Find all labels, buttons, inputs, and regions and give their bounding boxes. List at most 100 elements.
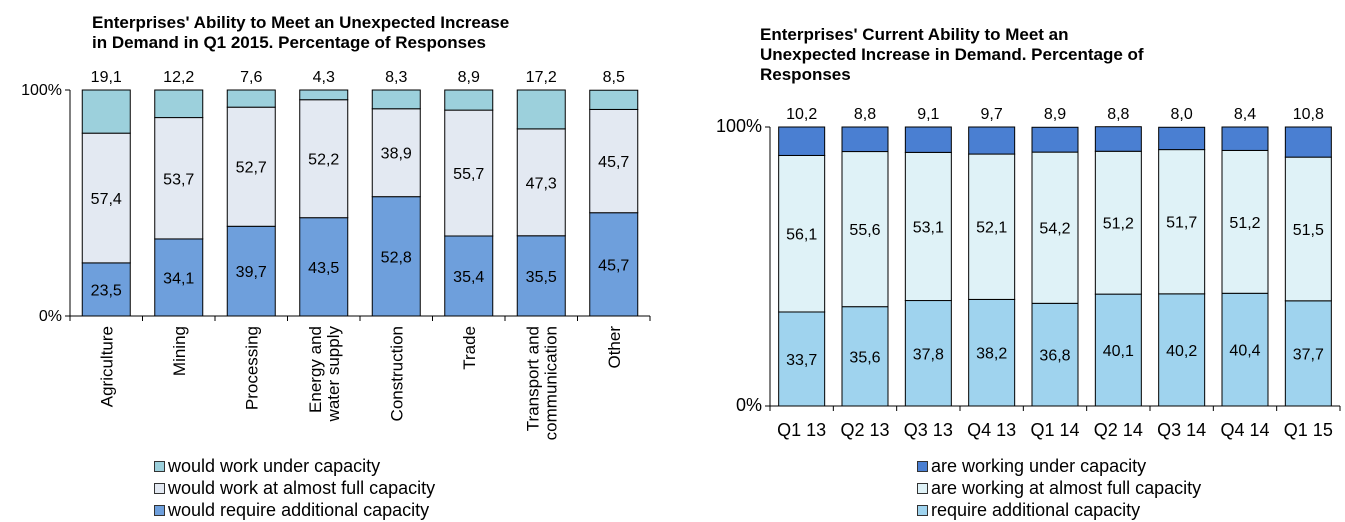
bar-segment <box>589 108 639 214</box>
bar-segment <box>841 126 889 153</box>
x-tick-label: Q1 13 <box>777 420 826 440</box>
data-label: 35,4 <box>453 269 484 286</box>
data-label: 9,7 <box>981 106 1003 123</box>
legend-label: would require additional capacity <box>168 500 430 520</box>
data-label: 37,7 <box>1293 346 1324 363</box>
data-label: 56,1 <box>786 227 817 244</box>
x-tick-label: Other <box>605 326 624 369</box>
data-label: 57,4 <box>91 191 122 208</box>
data-label: 4,3 <box>313 69 335 86</box>
bar-segment <box>1158 126 1206 151</box>
bar-segment <box>1094 150 1142 295</box>
data-label: 8,9 <box>1044 106 1066 123</box>
data-label: 8,9 <box>458 69 480 86</box>
legend-label: would work under capacity <box>168 456 381 476</box>
data-label: 33,7 <box>786 352 817 369</box>
bar-segment <box>904 300 952 407</box>
data-label: 36,8 <box>1039 348 1070 365</box>
data-label: 43,5 <box>308 260 339 277</box>
bar-segment <box>444 89 494 111</box>
chart-plot: 0% 100% 33,7 56,1 10,2 Q1 13 35,6 55,6 8,8 Q2 13 3… <box>716 106 1341 440</box>
bar-segment <box>778 154 826 313</box>
chart-right: Enterprises' Current Ability to Meet an … <box>680 0 1345 522</box>
bar-segment <box>444 109 494 237</box>
data-label: 8,5 <box>603 69 625 86</box>
data-label: 51,2 <box>1229 215 1260 232</box>
bar-segment <box>226 89 276 108</box>
x-tick-label: Q3 13 <box>904 420 953 440</box>
data-label: 7,6 <box>240 69 262 86</box>
data-label: 37,8 <box>913 346 944 363</box>
bar-segment <box>154 117 204 240</box>
legend-item: would work under capacity <box>154 455 435 477</box>
bar-segment <box>589 89 639 110</box>
bar-segment <box>1158 149 1206 295</box>
legend-swatch <box>154 460 165 472</box>
legend-item: are working at almost full capacity <box>917 477 1201 499</box>
legend-label: require additional capacity <box>931 500 1141 520</box>
bar-segment <box>299 99 349 219</box>
legend-label: would work at almost full capacity <box>168 478 436 498</box>
data-label: 45,7 <box>598 154 629 171</box>
legend: are working under capacity are working a… <box>917 455 1201 521</box>
legend-swatch <box>154 482 165 494</box>
data-label: 40,1 <box>1103 343 1134 360</box>
bar-segment <box>516 235 566 317</box>
legend-item: are working under capacity <box>917 455 1201 477</box>
data-label: 38,2 <box>976 346 1007 363</box>
bar-segment <box>1094 293 1142 407</box>
legend-item: would require additional capacity <box>154 499 435 521</box>
bar-segment <box>778 311 826 407</box>
data-label: 53,7 <box>163 171 194 188</box>
x-tick-label: Q4 14 <box>1220 420 1269 440</box>
data-label: 54,2 <box>1039 221 1070 238</box>
data-label: 45,7 <box>598 257 629 274</box>
x-tick-label: Trade <box>460 326 479 370</box>
chart-left: Enterprises' Ability to Meet an Unexpect… <box>0 0 670 522</box>
chart-title: Enterprises' Current Ability to Meet an … <box>760 25 1144 84</box>
data-label: 51,7 <box>1166 215 1197 232</box>
bar-segment <box>81 262 131 317</box>
chart-title: Enterprises' Ability to Meet an Unexpect… <box>92 13 510 52</box>
x-tick-label: Processing <box>242 326 261 410</box>
data-label: 8,3 <box>385 69 407 86</box>
bar-segment <box>968 298 1016 407</box>
legend-item: would work at almost full capacity <box>154 477 435 499</box>
data-label: 8,4 <box>1234 106 1256 123</box>
bar-segment <box>841 151 889 308</box>
data-label: 51,5 <box>1293 222 1324 239</box>
data-label: 53,1 <box>913 219 944 236</box>
x-tick-label: Q2 14 <box>1094 420 1143 440</box>
legend-label: are working at almost full capacity <box>931 478 1202 498</box>
x-tick-label: Q1 15 <box>1284 420 1333 440</box>
legend-swatch <box>917 482 928 494</box>
bar-segment <box>1221 126 1269 151</box>
data-label: 47,3 <box>526 175 557 192</box>
data-label: 35,5 <box>526 269 557 286</box>
data-label: 8,8 <box>1107 106 1129 123</box>
data-label: 9,1 <box>917 106 939 123</box>
data-label: 12,2 <box>163 69 194 86</box>
bar-segment <box>1284 300 1332 407</box>
y-tick-label: 100% <box>716 116 762 136</box>
bar-segment <box>968 153 1016 300</box>
bar-segment <box>778 126 826 156</box>
bar-segment <box>371 196 421 317</box>
bar-segment <box>968 126 1016 155</box>
y-tick-label: 100% <box>21 82 62 99</box>
bar-segment <box>1094 126 1142 152</box>
bar-segment <box>299 217 349 317</box>
data-label: 55,7 <box>453 166 484 183</box>
data-label: 17,2 <box>526 69 557 86</box>
x-tick-label: Q4 13 <box>967 420 1016 440</box>
bar-segment <box>1031 302 1079 407</box>
data-label: 10,2 <box>786 106 817 123</box>
bar-segment <box>81 89 131 134</box>
legend-label: are working under capacity <box>931 456 1147 476</box>
data-label: 55,6 <box>849 222 880 239</box>
bar-segment <box>1158 293 1206 407</box>
data-label: 52,7 <box>236 160 267 177</box>
bar-segment <box>516 128 566 237</box>
bar-segment <box>444 235 494 317</box>
x-tick-label: Q1 14 <box>1030 420 1079 440</box>
